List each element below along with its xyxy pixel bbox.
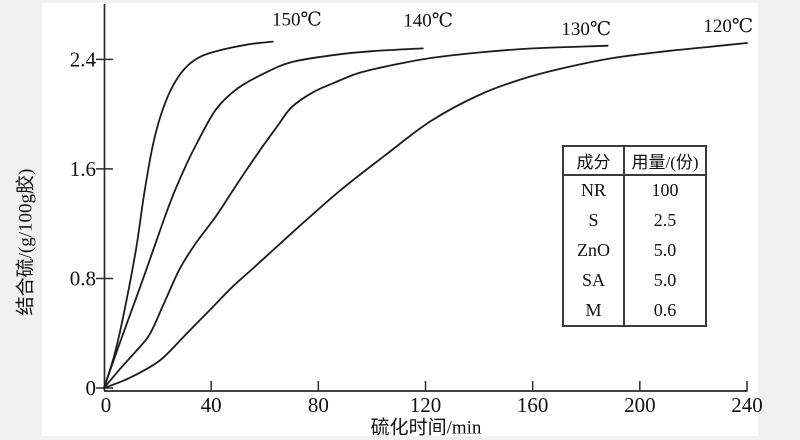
- recipe-component: SA: [564, 265, 625, 296]
- recipe-amount: 5.0: [653, 269, 677, 290]
- recipe-component: NR: [564, 176, 625, 206]
- recipe-table-row: SA 5.0: [564, 265, 705, 296]
- x-tick-label: 160: [517, 393, 549, 417]
- x-tick-label: 200: [624, 393, 656, 417]
- temperature-label: 150℃: [272, 9, 322, 30]
- temperature-label: 130℃: [561, 19, 611, 40]
- recipe-table: 成分 用量/(份) NR 100 S 2.5 ZnO 5.0 SA 5.0 M 0.6: [562, 145, 707, 327]
- recipe-amount: 100: [651, 180, 679, 201]
- recipe-table-row: ZnO 5.0: [564, 235, 705, 266]
- recipe-col-header-component: 成分: [564, 147, 625, 174]
- recipe-table-header: 成分 用量/(份): [564, 147, 705, 176]
- curve-120℃: [103, 42, 748, 389]
- x-tick-label: 40: [201, 393, 222, 417]
- recipe-amount: 2.5: [653, 210, 677, 231]
- recipe-amount: 5.0: [653, 239, 677, 260]
- x-tick-label: 240: [731, 393, 763, 417]
- y-tick-label: 0.8: [70, 266, 96, 290]
- recipe-amount: 0.6: [653, 299, 677, 320]
- x-tick-label: 0: [101, 393, 112, 417]
- recipe-table-row: S 2.5: [564, 205, 705, 236]
- curve-130℃: [103, 44, 609, 389]
- recipe-table-row: NR 100: [564, 176, 705, 206]
- curve-140℃: [103, 47, 424, 389]
- curve-150℃: [103, 40, 274, 389]
- y-tick-label: 1.6: [70, 157, 96, 181]
- recipe-component: S: [564, 205, 625, 236]
- recipe-component: ZnO: [564, 235, 625, 266]
- temperature-label: 120℃: [703, 16, 753, 37]
- x-tick-label: 120: [410, 393, 442, 417]
- recipe-component: M: [564, 295, 625, 325]
- recipe-table-row: M 0.6: [564, 295, 705, 325]
- y-tick-label: 0: [86, 376, 97, 400]
- y-tick-label: 2.4: [70, 47, 97, 71]
- x-axis-title: 硫化时间/min: [370, 417, 482, 439]
- temperature-label: 140℃: [403, 11, 453, 32]
- x-tick-label: 80: [308, 393, 329, 417]
- recipe-col-header-amount: 用量/(份): [631, 153, 699, 172]
- y-axis-title: 结合硫/(g/100g胶): [15, 168, 37, 316]
